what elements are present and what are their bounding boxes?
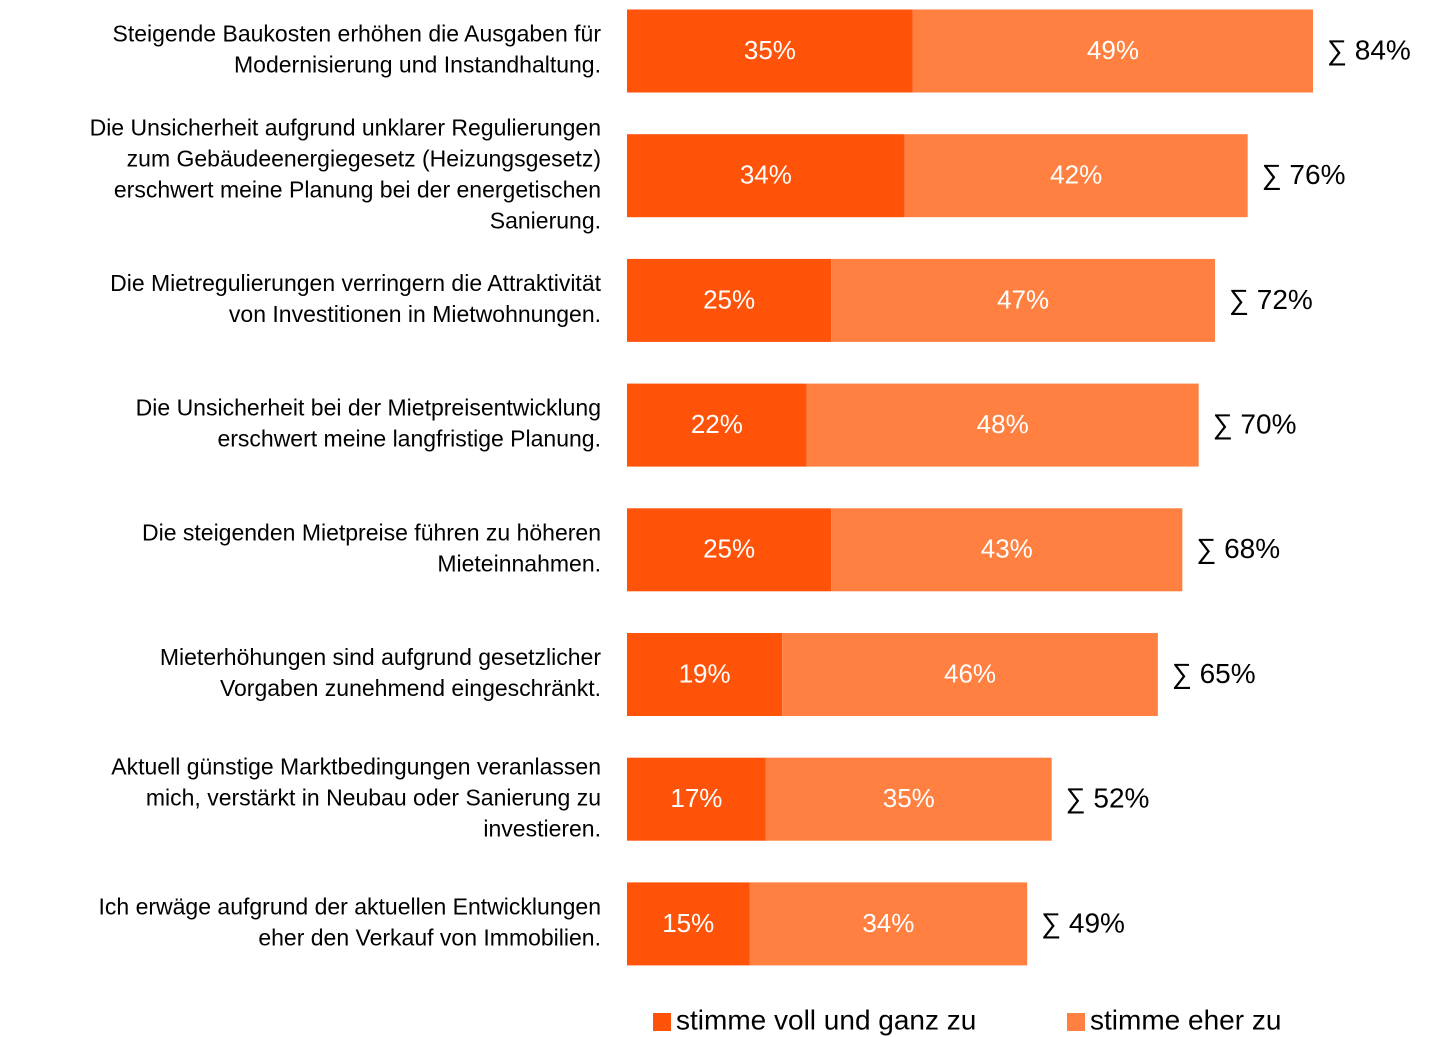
bar-segment	[806, 383, 1199, 467]
legend-swatch	[653, 1013, 671, 1031]
total-label: ∑ 52%	[1066, 783, 1150, 814]
legend-swatch	[1067, 1013, 1085, 1031]
bar-segment	[627, 9, 913, 93]
value-label: 35%	[744, 35, 796, 65]
value-label: 25%	[703, 284, 755, 314]
category-label: mich, verstärkt in Neubau oder Sanierung…	[146, 784, 601, 810]
bar-segment	[627, 882, 750, 966]
bar-segment	[749, 882, 1028, 966]
category-label: Aktuell günstige Marktbedingungen veranl…	[111, 753, 601, 779]
legend-label: stimme voll und ganz zu	[676, 1004, 976, 1035]
category-label: Ich erwäge aufgrund der aktuellen Entwic…	[99, 893, 602, 919]
category-label: Die steigenden Mietpreise führen zu höhe…	[142, 519, 601, 545]
value-label: 19%	[679, 658, 731, 688]
category-label: Mieterhöhungen sind aufgrund gesetzliche…	[160, 644, 601, 670]
value-label: 43%	[981, 534, 1033, 564]
category-label: Die Mietregulierungen verringern die Att…	[110, 270, 602, 296]
value-label: 49%	[1087, 35, 1139, 65]
category-label: erschwert meine langfristige Planung.	[217, 426, 601, 452]
value-label: 25%	[703, 534, 755, 564]
bar-segment	[904, 134, 1248, 218]
bar-segment	[831, 508, 1183, 592]
bar-segment	[782, 633, 1158, 716]
category-label: Die Unsicherheit bei der Mietpreisentwic…	[136, 395, 601, 421]
value-label: 42%	[1050, 160, 1102, 190]
bar-segment	[627, 258, 832, 342]
total-label: ∑ 76%	[1262, 159, 1346, 190]
category-label: von Investitionen in Mietwohnungen.	[229, 301, 601, 327]
value-label: 15%	[662, 908, 714, 938]
category-label: Modernisierung und Instandhaltung.	[234, 52, 601, 78]
bar-segment	[831, 258, 1216, 342]
bar-segment	[627, 633, 783, 716]
value-label: 48%	[977, 409, 1029, 439]
value-label: 35%	[883, 783, 935, 813]
value-label: 34%	[740, 160, 792, 190]
bar-segment	[627, 508, 832, 592]
total-label: ∑ 70%	[1213, 408, 1297, 439]
total-label: ∑ 72%	[1229, 284, 1313, 315]
value-label: 47%	[997, 284, 1049, 314]
value-label: 17%	[670, 783, 722, 813]
total-label: ∑ 65%	[1172, 658, 1256, 689]
bar-segment	[627, 757, 766, 841]
value-label: 46%	[944, 658, 996, 688]
bar-segment	[627, 383, 807, 467]
category-label: Steigende Baukosten erhöhen die Ausgaben…	[113, 21, 602, 47]
category-label: zum Gebäudeenergiegesetz (Heizungsgesetz…	[127, 145, 601, 171]
category-label: eher den Verkauf von Immobilien.	[258, 924, 601, 950]
total-label: ∑ 84%	[1327, 34, 1411, 65]
category-label: investieren.	[483, 815, 601, 841]
category-label: Mieteinnahmen.	[437, 550, 601, 576]
category-label: erschwert meine Planung bei der energeti…	[114, 176, 601, 202]
legend-label: stimme eher zu	[1090, 1004, 1281, 1035]
bar-segment	[912, 9, 1314, 93]
bar-segment	[765, 757, 1052, 841]
total-label: ∑ 49%	[1041, 907, 1125, 938]
value-label: 22%	[691, 409, 743, 439]
value-label: 34%	[862, 908, 914, 938]
total-label: ∑ 68%	[1196, 533, 1280, 564]
category-label: Sanierung.	[490, 207, 601, 233]
category-label: Vorgaben zunehmend eingeschränkt.	[220, 675, 601, 701]
bar-segment	[627, 134, 905, 218]
category-label: Die Unsicherheit aufgrund unklarer Regul…	[90, 114, 601, 140]
